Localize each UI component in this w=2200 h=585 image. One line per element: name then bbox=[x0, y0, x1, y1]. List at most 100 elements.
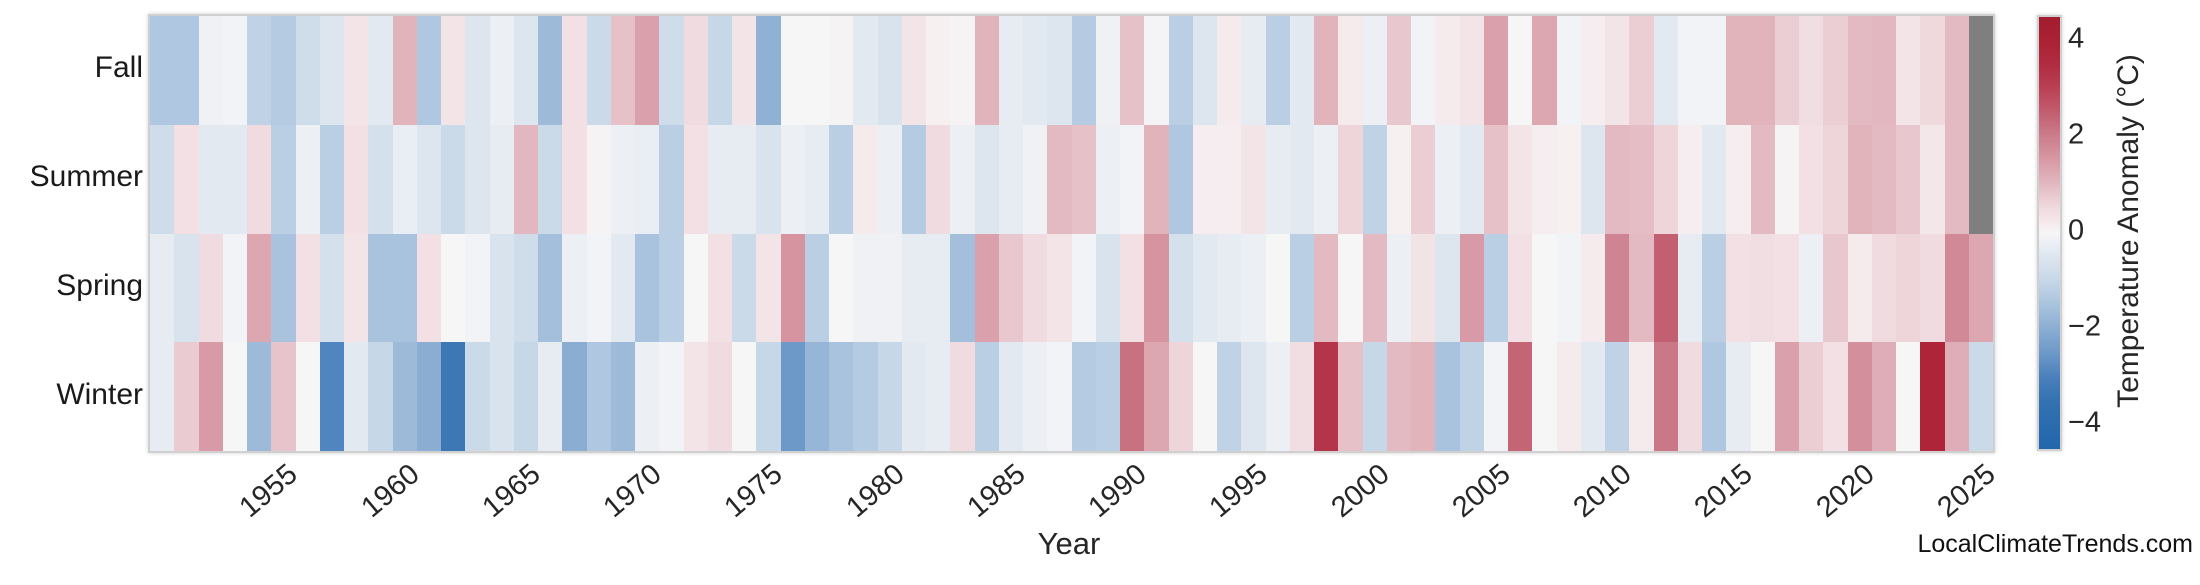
heatmap-cell bbox=[465, 342, 490, 451]
x-tick-label: 1965 bbox=[476, 458, 547, 524]
heatmap-cell bbox=[1168, 124, 1193, 234]
heatmap-cell bbox=[1556, 124, 1581, 234]
heatmap-cell bbox=[586, 342, 611, 451]
heatmap-cell bbox=[1095, 233, 1120, 343]
heatmap-cell bbox=[271, 16, 296, 125]
heatmap-cell bbox=[1896, 16, 1921, 125]
heatmap-cell bbox=[198, 233, 223, 343]
heatmap-cell bbox=[853, 16, 878, 125]
heatmap-cell bbox=[392, 124, 417, 234]
heatmap-cell bbox=[829, 342, 854, 451]
heatmap-cell bbox=[829, 233, 854, 343]
heatmap-cell bbox=[1629, 342, 1654, 451]
heatmap-cell bbox=[707, 233, 732, 343]
x-tick-label: 1975 bbox=[718, 458, 789, 524]
heatmap-cell bbox=[804, 124, 829, 234]
x-tick-label: 2010 bbox=[1567, 458, 1638, 524]
heatmap-cell bbox=[1362, 342, 1387, 451]
heatmap-cell bbox=[1968, 233, 1993, 343]
heatmap-cell bbox=[1217, 342, 1242, 451]
heatmap-cell bbox=[1896, 124, 1921, 234]
heatmap-cell bbox=[368, 342, 393, 451]
heatmap-cell bbox=[853, 233, 878, 343]
heatmap-cell bbox=[1774, 342, 1799, 451]
heatmap-cell bbox=[804, 16, 829, 125]
heatmap-cell bbox=[877, 342, 902, 451]
heatmap-cell bbox=[1629, 233, 1654, 343]
heatmap-cell bbox=[732, 233, 757, 343]
heatmap-cell bbox=[441, 233, 466, 343]
heatmap-cell bbox=[1459, 233, 1484, 343]
heatmap-cell bbox=[489, 16, 514, 125]
heatmap-cell bbox=[344, 16, 369, 125]
heatmap-cell bbox=[1677, 342, 1702, 451]
heatmap-cell bbox=[1289, 16, 1314, 125]
heatmap-cell bbox=[319, 233, 344, 343]
heatmap-cell bbox=[1386, 233, 1411, 343]
colorbar-title: Temperature Anomaly (°C) bbox=[2112, 54, 2145, 408]
heatmap-cell bbox=[1871, 16, 1896, 125]
heatmap-cell bbox=[538, 124, 563, 234]
x-tick-label: 1980 bbox=[840, 458, 911, 524]
heatmap-cell bbox=[295, 233, 320, 343]
heatmap-cell bbox=[998, 233, 1023, 343]
heatmap-cell bbox=[1459, 16, 1484, 125]
heatmap-cell bbox=[1168, 342, 1193, 451]
heatmap-cell bbox=[416, 16, 441, 125]
heatmap-cell bbox=[1192, 16, 1217, 125]
heatmap-cell bbox=[635, 124, 660, 234]
heatmap-cell bbox=[1556, 342, 1581, 451]
heatmap-cell bbox=[1556, 16, 1581, 125]
x-axis-title: Year bbox=[1037, 526, 1101, 561]
heatmap-cell bbox=[319, 16, 344, 125]
heatmap-cell bbox=[416, 124, 441, 234]
heatmap-cell bbox=[1095, 342, 1120, 451]
heatmap-cell bbox=[1726, 124, 1751, 234]
heatmap-cell bbox=[1750, 16, 1775, 125]
heatmap-cell bbox=[1483, 342, 1508, 451]
heatmap-cell bbox=[538, 342, 563, 451]
heatmap-cell bbox=[222, 16, 247, 125]
heatmap-cell bbox=[1144, 124, 1169, 234]
heatmap-cell bbox=[1314, 342, 1339, 451]
x-tick-label: 2000 bbox=[1325, 458, 1396, 524]
heatmap-cell bbox=[829, 16, 854, 125]
heatmap-cell bbox=[1435, 124, 1460, 234]
heatmap-cell bbox=[1726, 233, 1751, 343]
heatmap-cell bbox=[853, 342, 878, 451]
heatmap-cell bbox=[1386, 124, 1411, 234]
heatmap-cell bbox=[1726, 342, 1751, 451]
heatmap-cell bbox=[222, 342, 247, 451]
heatmap-cell bbox=[1823, 124, 1848, 234]
heatmap-cell bbox=[1750, 342, 1775, 451]
heatmap-cell bbox=[1508, 124, 1533, 234]
x-tick-label: 1955 bbox=[233, 458, 304, 524]
heatmap-cell bbox=[732, 124, 757, 234]
heatmap-cell bbox=[198, 124, 223, 234]
heatmap-cell bbox=[222, 233, 247, 343]
colorbar-gradient bbox=[2037, 15, 2062, 451]
heatmap-cell bbox=[707, 124, 732, 234]
heatmap-cell bbox=[1120, 124, 1145, 234]
heatmap-cell bbox=[1750, 233, 1775, 343]
heatmap-cell bbox=[150, 124, 175, 234]
heatmap-cell bbox=[1823, 16, 1848, 125]
heatmap-cell bbox=[1702, 16, 1727, 125]
heatmap-cell bbox=[974, 342, 999, 451]
heatmap-cell bbox=[1532, 16, 1557, 125]
heatmap-cell bbox=[1314, 233, 1339, 343]
heatmap-cell bbox=[756, 342, 781, 451]
heatmap-cell bbox=[853, 124, 878, 234]
heatmap-cell bbox=[1556, 233, 1581, 343]
heatmap-cell bbox=[1362, 124, 1387, 234]
heatmap-cell bbox=[1144, 16, 1169, 125]
heatmap-cell bbox=[974, 233, 999, 343]
heatmap-cell bbox=[1071, 342, 1096, 451]
heatmap-cell bbox=[1314, 16, 1339, 125]
heatmap-cell bbox=[344, 342, 369, 451]
heatmap-cell bbox=[319, 124, 344, 234]
heatmap-cell bbox=[877, 233, 902, 343]
heatmap-cell bbox=[659, 342, 684, 451]
heatmap-cell bbox=[1629, 124, 1654, 234]
heatmap-cell bbox=[441, 124, 466, 234]
